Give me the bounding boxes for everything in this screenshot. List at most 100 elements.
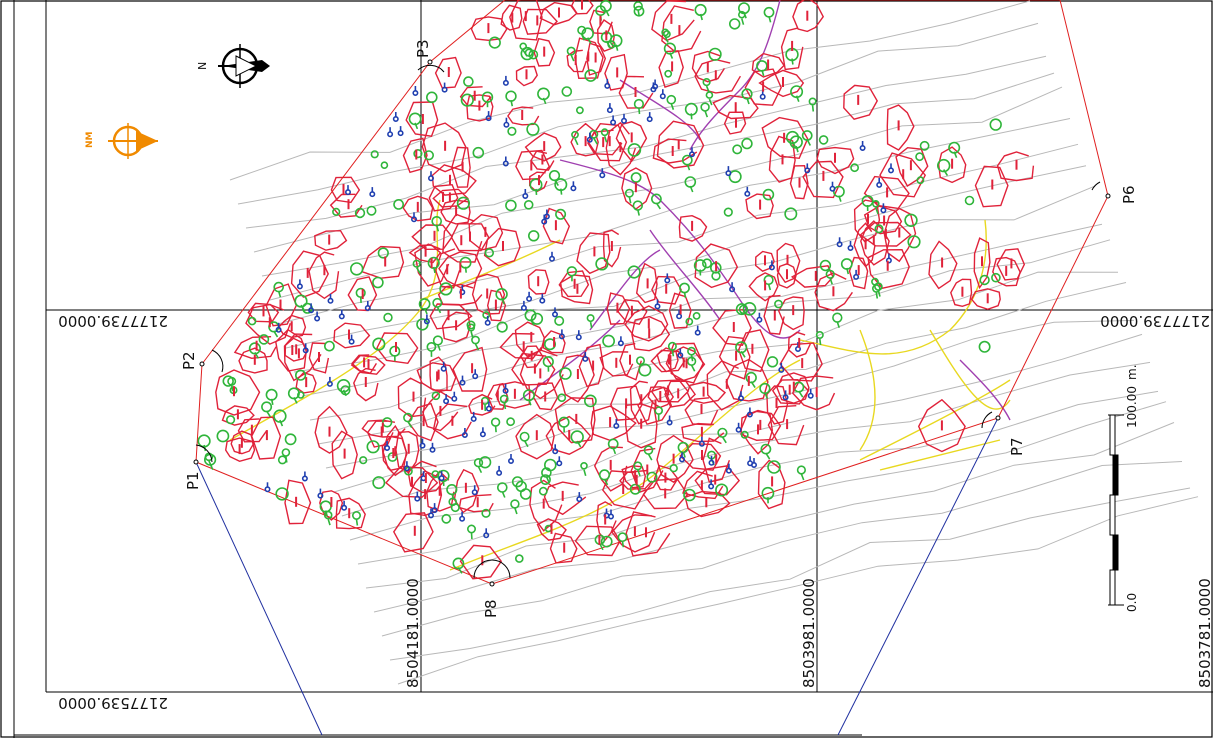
tree-icon	[874, 224, 884, 234]
tree-stem	[669, 52, 674, 59]
parcel-outline	[599, 351, 634, 377]
grid-label-x-right: 8503781.0000	[1196, 578, 1213, 688]
parcel-label-mark	[961, 286, 964, 297]
parcel-outline	[542, 207, 571, 245]
parcel-label-mark	[513, 388, 516, 399]
tree-icon	[679, 282, 690, 294]
tree-icon	[216, 429, 230, 443]
parcel-outline	[335, 497, 366, 530]
parcel-outline	[407, 460, 447, 494]
parcel-label-mark	[535, 430, 538, 441]
parcel-outline	[596, 501, 617, 541]
tree-icon	[226, 415, 236, 425]
tree-icon	[372, 337, 386, 351]
tree-stem	[503, 402, 507, 410]
tree-icon	[446, 484, 458, 496]
parcel-label-mark	[459, 262, 462, 273]
tree-icon	[472, 146, 485, 159]
parcel-outline	[928, 240, 958, 290]
parcel-label-mark	[659, 391, 662, 401]
tree-icon	[456, 196, 471, 210]
grid-label-y-top-left: 2177739.0000	[58, 312, 168, 330]
tree-stem	[279, 419, 284, 427]
parcel-label-mark	[250, 424, 253, 435]
utility-icon	[438, 475, 445, 482]
parcel-label-mark	[679, 304, 682, 315]
utility-icon	[664, 277, 671, 284]
parcel-outline	[539, 1, 578, 26]
tree-stem	[740, 350, 746, 358]
utility-icon	[461, 431, 468, 438]
tree-stem	[798, 390, 804, 398]
parcel-label-mark	[771, 476, 774, 487]
parcel-outline	[751, 52, 785, 78]
parcel-outline	[664, 380, 697, 408]
tree-icon	[423, 150, 435, 161]
tree-icon	[595, 257, 609, 271]
tree-stem	[589, 321, 593, 329]
contour-line	[309, 239, 1111, 421]
parcel-label-mark	[630, 305, 633, 316]
tree-stem	[683, 291, 687, 299]
parcel-outline	[543, 481, 587, 516]
parcel-label-mark	[883, 215, 886, 226]
tree-icon	[413, 149, 423, 159]
parcel-label-mark	[822, 170, 825, 181]
parcel-label-mark	[348, 329, 350, 340]
parcel-label-mark	[279, 299, 282, 310]
tree-stem	[615, 44, 619, 51]
parcel-label-mark	[587, 51, 590, 62]
parcel-label-mark	[581, 0, 583, 10]
parcel-label-mark	[240, 437, 243, 448]
parcel-label-mark	[444, 140, 447, 151]
tree-icon	[432, 297, 443, 308]
blue-symbols	[264, 75, 894, 539]
parcel-label-mark	[561, 490, 564, 501]
tree-icon	[389, 345, 401, 357]
parcel-label-mark	[725, 378, 728, 389]
utility-icon	[836, 241, 843, 248]
parcel-label-mark	[615, 357, 618, 368]
parcel-label-mark	[941, 257, 944, 268]
parcel-label-mark	[233, 386, 235, 397]
tree-stem	[690, 355, 694, 362]
tree-stem	[432, 266, 436, 274]
tree-icon	[705, 91, 714, 99]
tree-icon	[507, 126, 517, 136]
utility-icon	[384, 444, 391, 451]
utility-icon	[570, 185, 577, 192]
parcel-label-mark	[478, 100, 481, 111]
utility-icon	[725, 467, 732, 474]
parcel-label-mark	[909, 160, 912, 171]
parcel-outline	[314, 405, 348, 454]
tree-icon	[261, 401, 273, 413]
tree-icon	[717, 427, 728, 438]
tree-icon	[554, 315, 565, 326]
tree-icon	[663, 42, 677, 55]
parcel-label-mark	[238, 444, 241, 455]
parcel-outline	[973, 237, 991, 290]
contour-line	[261, 86, 1063, 277]
tree-stem	[414, 122, 419, 130]
utility-icon	[768, 264, 775, 271]
parcel-label-mark	[764, 255, 766, 266]
parcel-label-mark	[685, 358, 688, 369]
parcel-outline	[428, 183, 459, 212]
utility-icon	[744, 190, 751, 197]
parcel-label-mark	[940, 420, 943, 431]
parcel-label-mark	[464, 482, 467, 493]
tree-icon	[295, 369, 307, 381]
tree-icon	[359, 456, 368, 465]
utility-icon	[301, 475, 308, 482]
point-label-p7: P7	[1008, 437, 1026, 456]
parcel-label-mark	[363, 357, 366, 368]
utility-icon	[804, 167, 811, 174]
contour-line	[301, 223, 1103, 397]
parcel-label-mark	[1005, 265, 1008, 276]
parcel-outline	[776, 263, 797, 289]
parcel-label-mark	[328, 234, 331, 245]
parcel-outline	[624, 403, 658, 449]
parcel-label-mark	[459, 288, 462, 299]
tree-icon	[484, 248, 494, 258]
tree-icon	[542, 356, 554, 368]
